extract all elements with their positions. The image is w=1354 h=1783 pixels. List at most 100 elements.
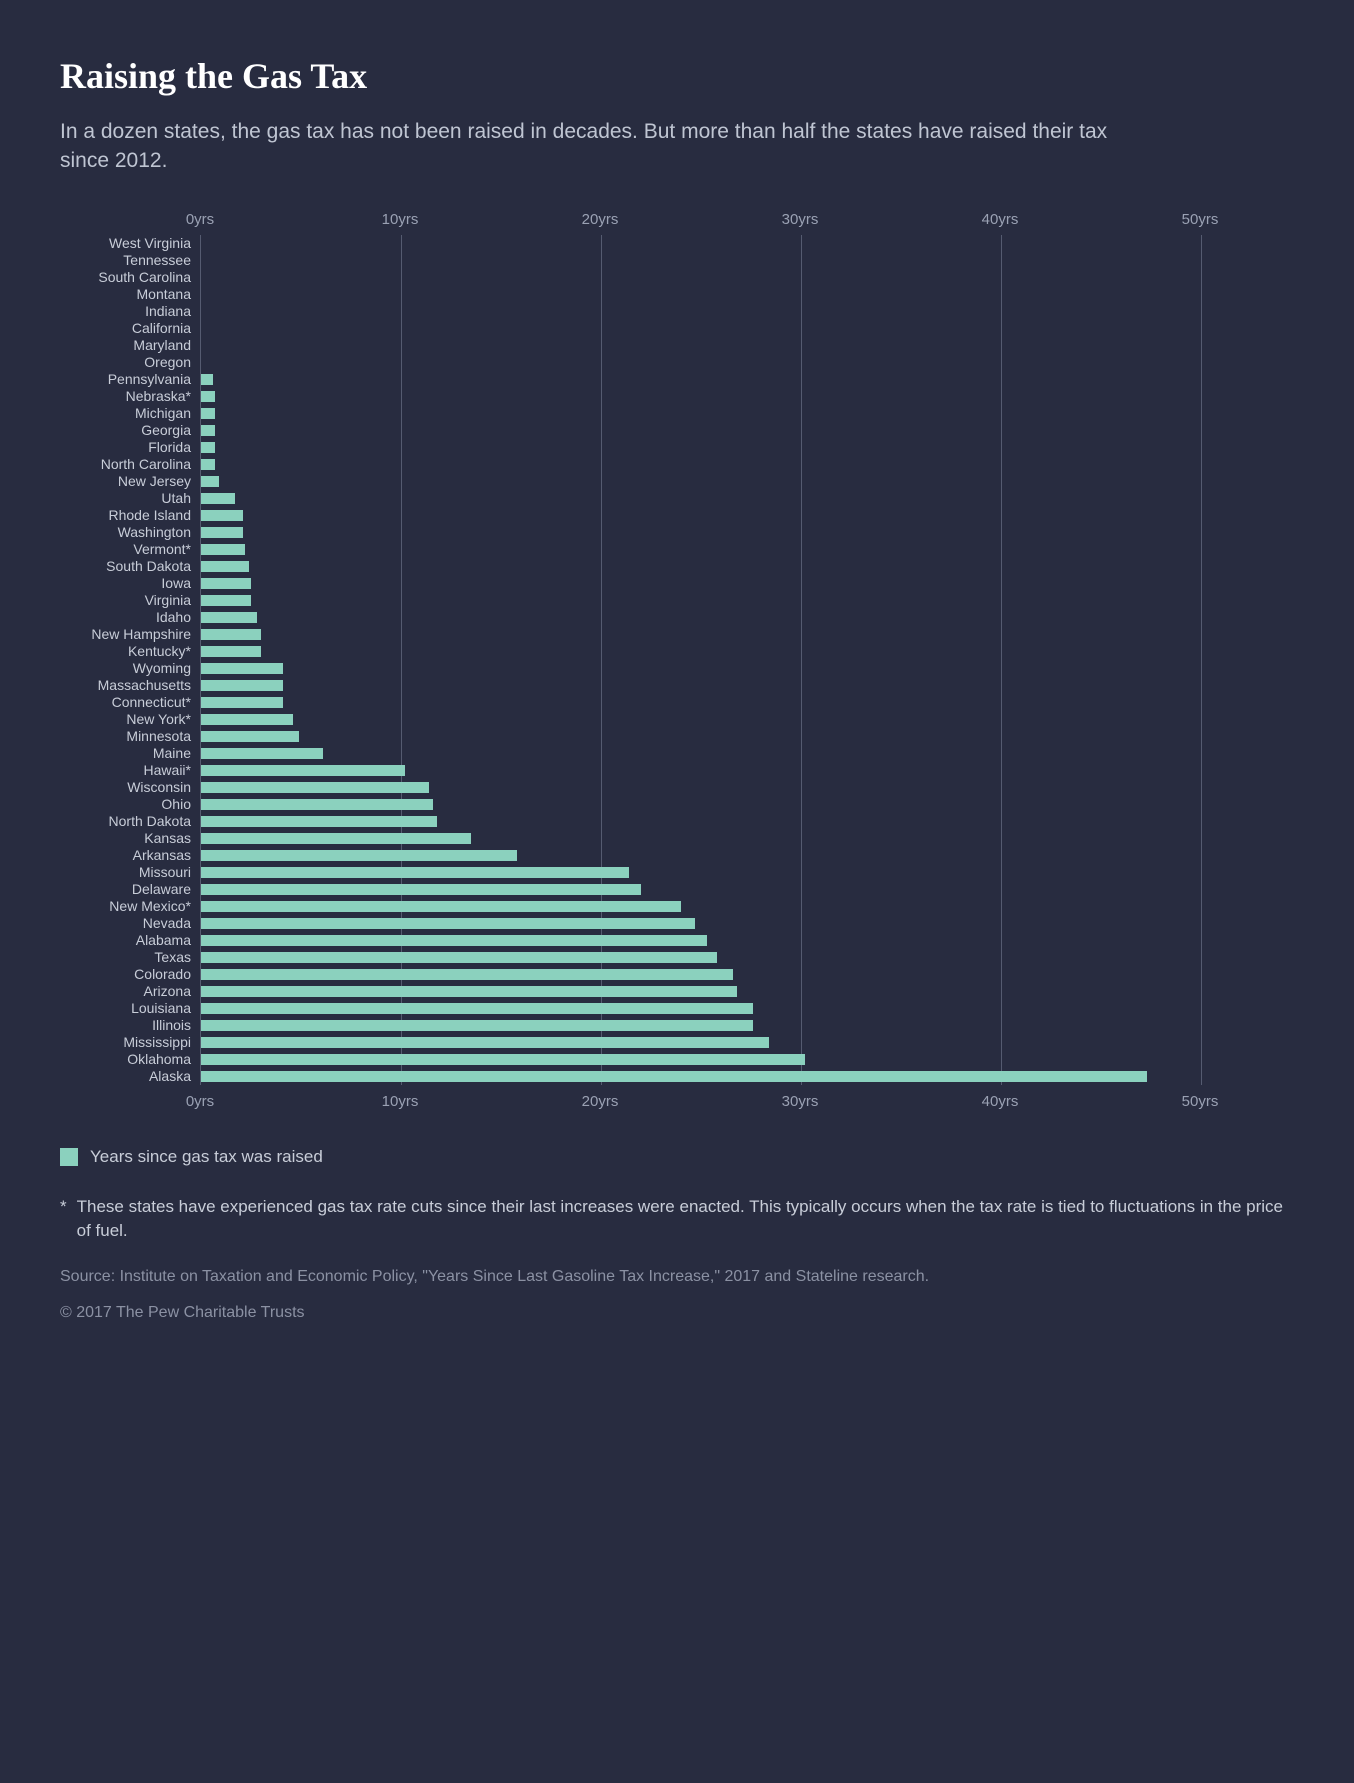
chart-row: Michigan <box>201 405 1200 422</box>
row-label: Minnesota <box>126 728 201 744</box>
bar <box>201 476 219 487</box>
chart-row: Indiana <box>201 303 1200 320</box>
bar <box>201 1054 805 1065</box>
chart-container: 0yrs10yrs20yrs30yrs40yrs50yrs West Virgi… <box>60 211 1294 1117</box>
row-label: Colorado <box>134 966 201 982</box>
chart-row: Alaska <box>201 1068 1200 1085</box>
axis-tick-label: 50yrs <box>1182 1093 1219 1110</box>
row-label: Arizona <box>144 983 201 999</box>
chart-row: Alabama <box>201 932 1200 949</box>
chart-row: Maryland <box>201 337 1200 354</box>
row-label: Utah <box>161 490 201 506</box>
chart-row: Arkansas <box>201 847 1200 864</box>
bar <box>201 833 471 844</box>
chart-row: Iowa <box>201 575 1200 592</box>
row-label: Georgia <box>141 422 201 438</box>
axis-tick-label: 0yrs <box>186 1093 214 1110</box>
bar <box>201 544 245 555</box>
chart-plot: West VirginiaTennesseeSouth CarolinaMont… <box>200 235 1200 1085</box>
chart-row: Illinois <box>201 1017 1200 1034</box>
chart-row: Wyoming <box>201 660 1200 677</box>
footnote: * These states have experienced gas tax … <box>60 1195 1294 1244</box>
axis-tick-label: 10yrs <box>382 211 419 228</box>
row-label: Nebraska* <box>126 388 201 404</box>
row-label: Ohio <box>161 796 201 812</box>
bar <box>201 1071 1147 1082</box>
bar <box>201 918 695 929</box>
chart-row: Massachusetts <box>201 677 1200 694</box>
axis-tick-label: 20yrs <box>582 211 619 228</box>
bar <box>201 510 243 521</box>
bar <box>201 850 517 861</box>
chart-row: Missouri <box>201 864 1200 881</box>
chart-row: Oregon <box>201 354 1200 371</box>
bar <box>201 714 293 725</box>
chart-row: Idaho <box>201 609 1200 626</box>
chart-row: Colorado <box>201 966 1200 983</box>
row-label: Mississippi <box>123 1034 201 1050</box>
row-label: Kentucky* <box>128 643 201 659</box>
axis-tick-label: 0yrs <box>186 211 214 228</box>
bar <box>201 969 733 980</box>
bar <box>201 935 707 946</box>
chart-row: North Dakota <box>201 813 1200 830</box>
bar <box>201 374 213 385</box>
bar <box>201 646 261 657</box>
chart-row: West Virginia <box>201 235 1200 252</box>
axis-tick-label: 30yrs <box>782 1093 819 1110</box>
bar <box>201 1020 753 1031</box>
chart-row: Oklahoma <box>201 1051 1200 1068</box>
row-label: Virginia <box>145 592 201 608</box>
chart-row: California <box>201 320 1200 337</box>
row-label: South Dakota <box>106 558 201 574</box>
row-label: Pennsylvania <box>108 371 201 387</box>
bar <box>201 1037 769 1048</box>
row-label: Texas <box>154 949 201 965</box>
x-axis-bottom: 0yrs10yrs20yrs30yrs40yrs50yrs <box>200 1093 1200 1117</box>
bar <box>201 782 429 793</box>
row-label: South Carolina <box>98 269 201 285</box>
bar <box>201 986 737 997</box>
chart-row: South Carolina <box>201 269 1200 286</box>
chart-row: Washington <box>201 524 1200 541</box>
row-label: Massachusetts <box>98 677 201 693</box>
row-label: West Virginia <box>109 235 201 251</box>
bar <box>201 867 629 878</box>
chart-row: New Mexico* <box>201 898 1200 915</box>
chart-row: North Carolina <box>201 456 1200 473</box>
chart-row: Texas <box>201 949 1200 966</box>
row-label: California <box>132 320 201 336</box>
chart-row: Ohio <box>201 796 1200 813</box>
bar <box>201 612 257 623</box>
axis-tick-label: 10yrs <box>382 1093 419 1110</box>
bar <box>201 629 261 640</box>
bar <box>201 578 251 589</box>
bar <box>201 595 251 606</box>
bar <box>201 765 405 776</box>
chart-row: Mississippi <box>201 1034 1200 1051</box>
row-label: Florida <box>148 439 201 455</box>
bar <box>201 901 681 912</box>
row-label: Wisconsin <box>127 779 201 795</box>
row-label: Kansas <box>144 830 201 846</box>
row-label: Maryland <box>133 337 201 353</box>
row-label: North Carolina <box>101 456 201 472</box>
chart-row: Louisiana <box>201 1000 1200 1017</box>
row-label: Vermont* <box>133 541 201 557</box>
chart-row: Arizona <box>201 983 1200 1000</box>
row-label: Nevada <box>143 915 201 931</box>
row-label: Connecticut* <box>112 694 201 710</box>
bar <box>201 799 433 810</box>
row-label: Illinois <box>152 1017 201 1033</box>
chart-row: South Dakota <box>201 558 1200 575</box>
chart-row: Georgia <box>201 422 1200 439</box>
chart-row: Kansas <box>201 830 1200 847</box>
axis-tick-label: 50yrs <box>1182 211 1219 228</box>
chart-row: Kentucky* <box>201 643 1200 660</box>
row-label: Indiana <box>145 303 201 319</box>
bar <box>201 408 215 419</box>
chart-row: Delaware <box>201 881 1200 898</box>
chart-row: Connecticut* <box>201 694 1200 711</box>
bar <box>201 884 641 895</box>
bar <box>201 425 215 436</box>
